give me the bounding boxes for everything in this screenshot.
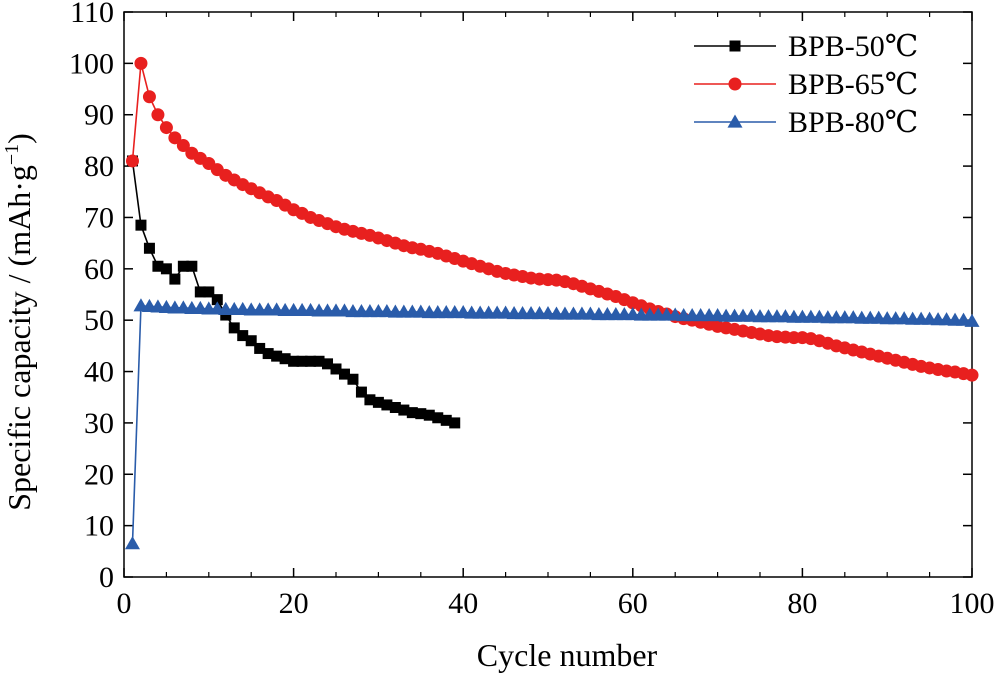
y-tick-label: 110	[70, 0, 114, 29]
x-tick-label: 60	[618, 587, 648, 620]
y-tick-label: 90	[84, 99, 114, 132]
legend-marker	[729, 40, 741, 52]
data-point	[159, 121, 173, 135]
data-point	[143, 242, 155, 254]
data-point	[168, 131, 182, 145]
y-tick-label: 100	[69, 47, 114, 80]
legend-marker	[728, 77, 742, 91]
data-point	[347, 373, 359, 385]
legend-label: BPB-50℃	[788, 30, 918, 63]
series-line	[131, 304, 973, 544]
series-3	[124, 298, 980, 550]
x-tick-label: 80	[787, 587, 817, 620]
data-point	[124, 536, 140, 550]
data-point	[228, 322, 240, 334]
y-tick-label: 10	[84, 510, 114, 543]
y-axis-title: Specific capacity / (mAh·g−1)	[1, 133, 37, 511]
data-point	[125, 154, 139, 168]
y-axis-title-close: )	[1, 133, 37, 144]
data-point	[176, 139, 190, 153]
data-point	[134, 56, 148, 70]
data-point	[305, 355, 317, 367]
data-point	[151, 108, 165, 122]
data-point	[245, 335, 257, 347]
series-line	[131, 160, 455, 424]
data-point	[372, 396, 384, 408]
y-tick-label: 30	[84, 407, 114, 440]
data-point	[449, 417, 461, 429]
x-tick-label: 0	[117, 587, 132, 620]
x-tick-label: 20	[279, 587, 309, 620]
y-axis: 0 10 20 30 40 50 60 70 80 90 100 110	[69, 0, 972, 594]
data-point	[135, 219, 147, 231]
data-point	[296, 355, 308, 367]
y-tick-label: 20	[84, 458, 114, 491]
y-axis-title-superscript: −1	[1, 144, 23, 165]
data-point	[254, 342, 266, 354]
data-point	[330, 363, 342, 375]
legend-marker	[727, 114, 743, 128]
data-point	[355, 386, 367, 398]
data-point	[262, 348, 274, 360]
data-point	[313, 355, 325, 367]
data-point	[389, 402, 401, 413]
data-point	[177, 260, 189, 272]
data-point	[211, 294, 223, 306]
x-axis-title: Cycle number	[477, 637, 658, 673]
data-point	[423, 409, 435, 421]
data-point	[440, 414, 452, 426]
data-point	[364, 394, 376, 406]
x-tick-label: 40	[448, 587, 478, 620]
legend-entry: BPB-65℃	[694, 68, 918, 101]
x-axis: 0 20 40 60 80 100	[117, 12, 995, 620]
legend-label: BPB-80℃	[788, 106, 918, 139]
y-tick-label: 80	[84, 150, 114, 183]
data-point	[279, 353, 291, 365]
data-point	[398, 404, 410, 416]
data-point	[415, 408, 427, 420]
data-point	[271, 350, 283, 362]
legend-entry: BPB-80℃	[694, 106, 918, 139]
data-point	[152, 260, 164, 272]
y-tick-label: 70	[84, 201, 114, 234]
data-point	[160, 263, 172, 275]
series-1	[126, 155, 461, 429]
data-point	[186, 260, 198, 272]
data-point	[237, 330, 249, 342]
data-point	[432, 412, 444, 424]
y-axis-title-main: Specific capacity / (mAh·g	[1, 165, 37, 511]
data-point	[322, 358, 334, 370]
data-point	[288, 355, 300, 367]
data-point	[220, 309, 232, 321]
y-tick-label: 0	[99, 561, 114, 594]
y-tick-label: 40	[84, 356, 114, 389]
data-point	[965, 368, 979, 382]
legend-label: BPB-65℃	[788, 68, 918, 101]
y-tick-label: 60	[84, 253, 114, 286]
data-point	[406, 407, 418, 419]
legend: BPB-50℃ BPB-65℃ BPB-80℃	[694, 30, 918, 139]
data-point	[142, 90, 156, 104]
legend-entry: BPB-50℃	[694, 30, 918, 63]
data-point	[338, 368, 350, 380]
data-point	[169, 273, 181, 285]
y-tick-label: 50	[84, 304, 114, 337]
x-tick-label: 100	[950, 587, 995, 620]
data-point	[203, 286, 215, 298]
data-point	[194, 286, 206, 298]
data-point	[381, 399, 393, 411]
data-point	[964, 313, 980, 327]
series-layer	[124, 56, 980, 550]
